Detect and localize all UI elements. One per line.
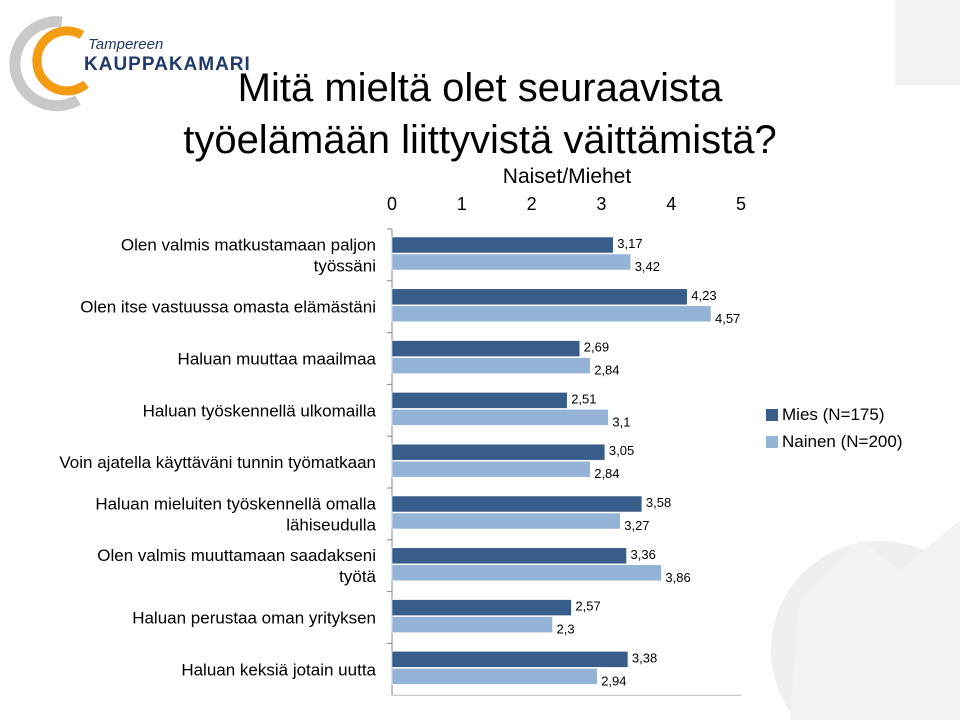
category-label-7-line2: työtä — [339, 567, 376, 586]
tampereen-kauppakamari-logo: Tampereen KAUPPAKAMARI — [9, 16, 251, 112]
category-label-2: Olen itse vastuussa omasta elämästäni — [80, 298, 376, 317]
category-label-4: Haluan työskennellä ulkomailla — [143, 401, 377, 420]
category-label-1-line1: Olen valmis matkustamaan paljon — [121, 235, 376, 254]
category-label-8: Haluan perustaa oman yrityksen — [132, 609, 376, 628]
bar-mies-1 — [391, 236, 614, 254]
x-tick-label-4: 4 — [666, 194, 676, 214]
top-right-panel — [895, 0, 960, 85]
data-label-mies-9: 3,38 — [632, 650, 657, 665]
category-label-9: Haluan keksiä jotain uutta — [181, 660, 376, 679]
legend-label-nainen: Nainen (N=200) — [782, 432, 903, 451]
legend-swatch-mies — [766, 409, 778, 421]
category-label-5: Voin ajatella käyttäväni tunnin työmatka… — [59, 453, 376, 472]
bar-nainen-8 — [391, 616, 553, 633]
logo-swoosh-gray — [9, 16, 81, 112]
data-label-mies-1: 3,17 — [617, 236, 642, 251]
bar-nainen-4 — [391, 409, 609, 426]
bar-mies-5 — [391, 443, 606, 461]
legend-swatch-nainen — [766, 436, 778, 448]
logo-swoosh-orange — [32, 26, 89, 96]
category-label-6-line2: lähiseudulla — [286, 515, 376, 534]
logo-line1: Tampereen — [88, 36, 163, 53]
data-label-nainen-5: 2,84 — [594, 466, 619, 481]
data-label-mies-5: 3,05 — [609, 443, 634, 458]
data-label-nainen-2: 4,57 — [715, 311, 740, 326]
category-label-7-line1: Olen valmis muuttamaan saadakseni — [97, 546, 376, 565]
data-label-mies-3: 2,69 — [584, 340, 609, 355]
bar-mies-7 — [391, 547, 627, 565]
data-label-nainen-4: 3,1 — [612, 414, 630, 429]
data-label-mies-8: 2,57 — [575, 599, 600, 614]
bar-mies-6 — [391, 495, 643, 513]
background-gear-icon — [771, 520, 960, 720]
slide-title-line1: Mitä mieltä olet seuraavista — [237, 66, 723, 110]
bar-mies-4 — [391, 392, 568, 409]
data-label-mies-2: 4,23 — [691, 288, 716, 303]
category-label-1-line2: työssäni — [314, 256, 376, 275]
data-label-mies-4: 2,51 — [571, 391, 596, 406]
bar-nainen-3 — [391, 357, 591, 374]
data-label-nainen-6: 3,27 — [624, 518, 649, 533]
bar-nainen-5 — [391, 460, 591, 478]
data-label-nainen-3: 2,84 — [594, 363, 619, 378]
bar-nainen-9 — [391, 668, 598, 685]
data-label-nainen-1: 3,42 — [635, 259, 660, 274]
x-tick-label-1: 1 — [457, 194, 467, 214]
bar-nainen-7 — [391, 564, 662, 582]
legend-label-mies: Mies (N=175) — [782, 405, 885, 424]
category-label-3: Haluan muuttaa maailmaa — [178, 350, 377, 369]
category-label-6-line1: Haluan mieluiten työskennellä omalla — [95, 494, 376, 513]
data-label-nainen-8: 2,3 — [557, 622, 575, 637]
data-label-nainen-9: 2,94 — [601, 673, 626, 688]
chart-title: Naiset/Miehet — [502, 165, 632, 188]
bar-nainen-1 — [391, 253, 631, 271]
data-label-mies-6: 3,58 — [646, 495, 671, 510]
bar-mies-8 — [391, 599, 572, 616]
logo-line2: KAUPPAKAMARI — [84, 54, 251, 75]
x-tick-label-2: 2 — [527, 194, 537, 214]
data-label-mies-7: 3,36 — [631, 547, 656, 562]
data-label-nainen-7: 3,86 — [665, 570, 690, 585]
slide-title-line2: työelämään liittyvistä väittämistä? — [183, 118, 777, 162]
x-tick-label-3: 3 — [596, 194, 606, 214]
bar-nainen-2 — [391, 305, 712, 323]
x-tick-label-5: 5 — [736, 194, 746, 214]
bar-mies-9 — [391, 651, 629, 668]
bar-nainen-6 — [391, 512, 621, 530]
bar-mies-3 — [391, 340, 581, 357]
bar-mies-2 — [391, 288, 688, 306]
slide-title: Mitä mieltä olet seuraavista työelämään … — [100, 62, 860, 166]
x-tick-label-0: 0 — [387, 194, 397, 214]
